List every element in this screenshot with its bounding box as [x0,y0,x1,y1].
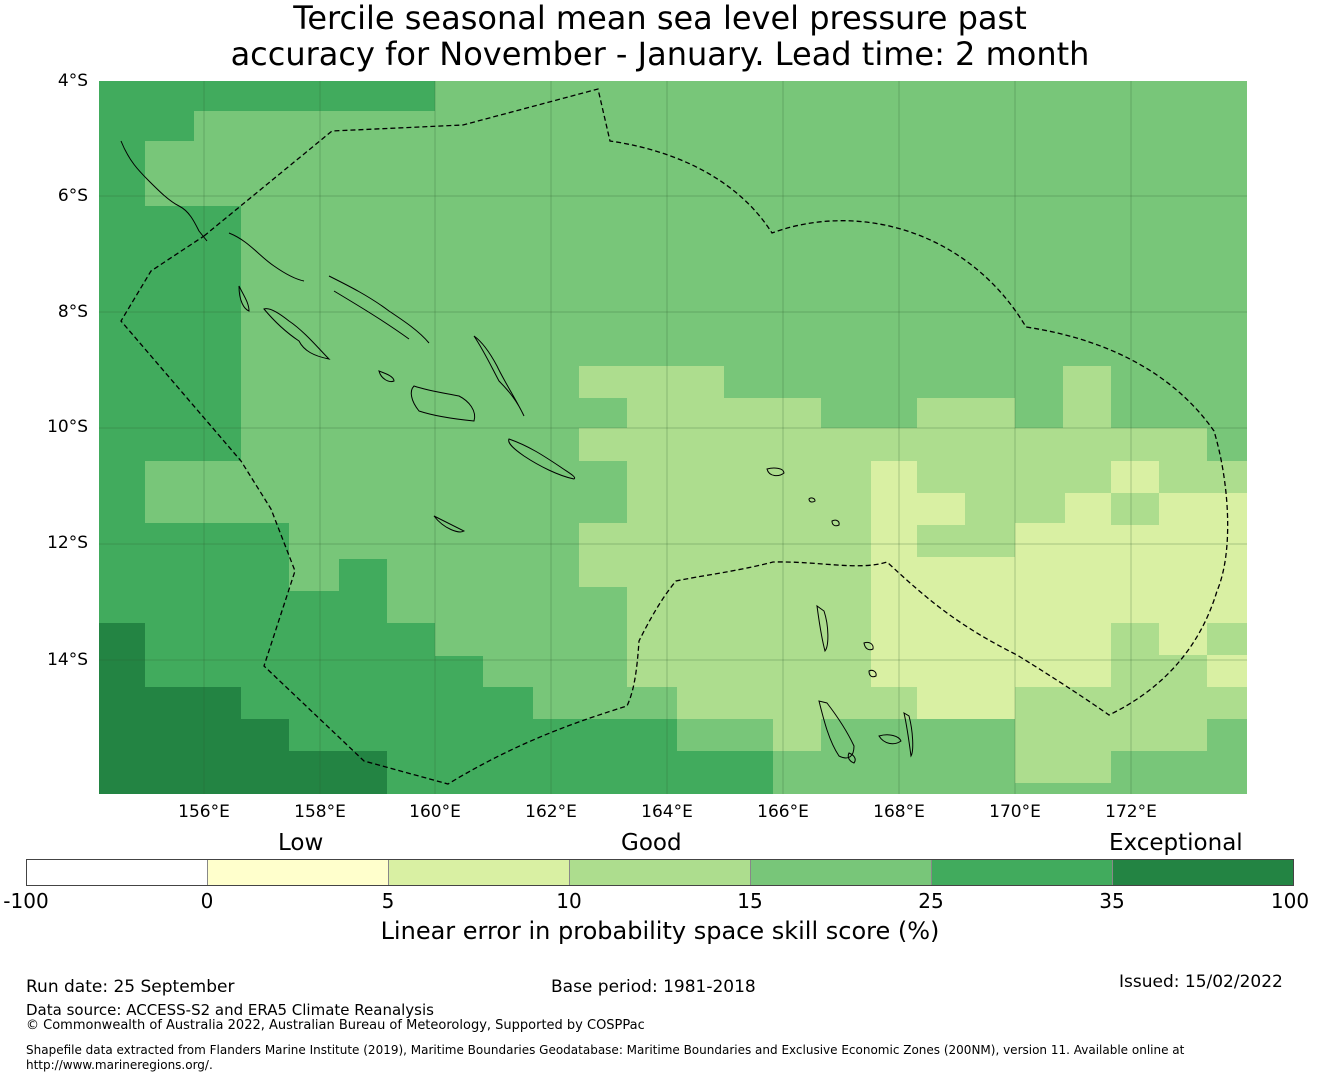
chart-title-line1: Tercile seasonal mean sea level pressure… [293,0,1027,37]
lat-label-8s: 8°S [57,302,88,322]
graticule [99,81,1247,794]
colorbar-tick: 15 [737,889,763,913]
colorbar-segment-35-100 [1113,860,1293,885]
lat-label-4s: 4°S [57,71,88,91]
eez-boundary [120,88,1229,785]
lon-label-162e: 162°E [525,802,577,822]
lat-label-14s: 14°S [47,650,88,670]
lon-label-166e: 166°E [757,802,809,822]
lon-label-170e: 170°E [989,802,1041,822]
skill-map [99,81,1247,794]
skill-raster [99,81,1247,794]
colorbar-tick: 100 [1270,889,1310,913]
data-source: Data source: ACCESS-S2 and ERA5 Climate … [26,1001,434,1019]
lat-label-12s: 12°S [47,533,88,553]
colorbar-tick: 0 [200,889,214,913]
lon-label-156e: 156°E [178,802,230,822]
issued-date: Issued: 15/02/2022 [1119,972,1283,992]
coastlines [120,140,914,764]
colorbar-label: Linear error in probability space skill … [380,917,940,945]
category-good: Good [621,830,682,856]
colorbar-tick: 35 [1099,889,1125,913]
category-exceptional: Exceptional [1109,830,1243,856]
colorbar-tick: 5 [381,889,395,913]
shapefile-credit-line2: http://www.marineregions.org/. [26,1058,213,1072]
copyright: © Commonwealth of Australia 2022, Austra… [26,1018,645,1033]
colorbar-tick: -100 [3,889,49,913]
colorbar-tick: 10 [556,889,582,913]
base-period: Base period: 1981-2018 [551,977,756,997]
colorbar-segment-15-25 [751,860,932,885]
colorbar-segment-neg100-0 [27,860,208,885]
colorbar-segment-5-10 [389,860,570,885]
colorbar-segment-10-15 [570,860,751,885]
chart-title-line2: accuracy for November - January. Lead ti… [230,35,1090,73]
lon-label-172e: 172°E [1105,802,1157,822]
colorbar-segment-25-35 [932,860,1113,885]
colorbar-tick: 25 [918,889,944,913]
colorbar-segment-0-5 [208,860,389,885]
lon-label-158e: 158°E [294,802,346,822]
colorbar [26,859,1294,886]
lon-label-160e: 160°E [409,802,461,822]
category-low: Low [278,830,324,856]
lon-label-164e: 164°E [641,802,693,822]
lat-label-6s: 6°S [57,186,88,206]
lat-label-10s: 10°S [47,417,88,437]
shapefile-credit-line1: Shapefile data extracted from Flanders M… [26,1043,1185,1057]
run-date: Run date: 25 September [26,977,235,997]
lon-label-168e: 168°E [873,802,925,822]
